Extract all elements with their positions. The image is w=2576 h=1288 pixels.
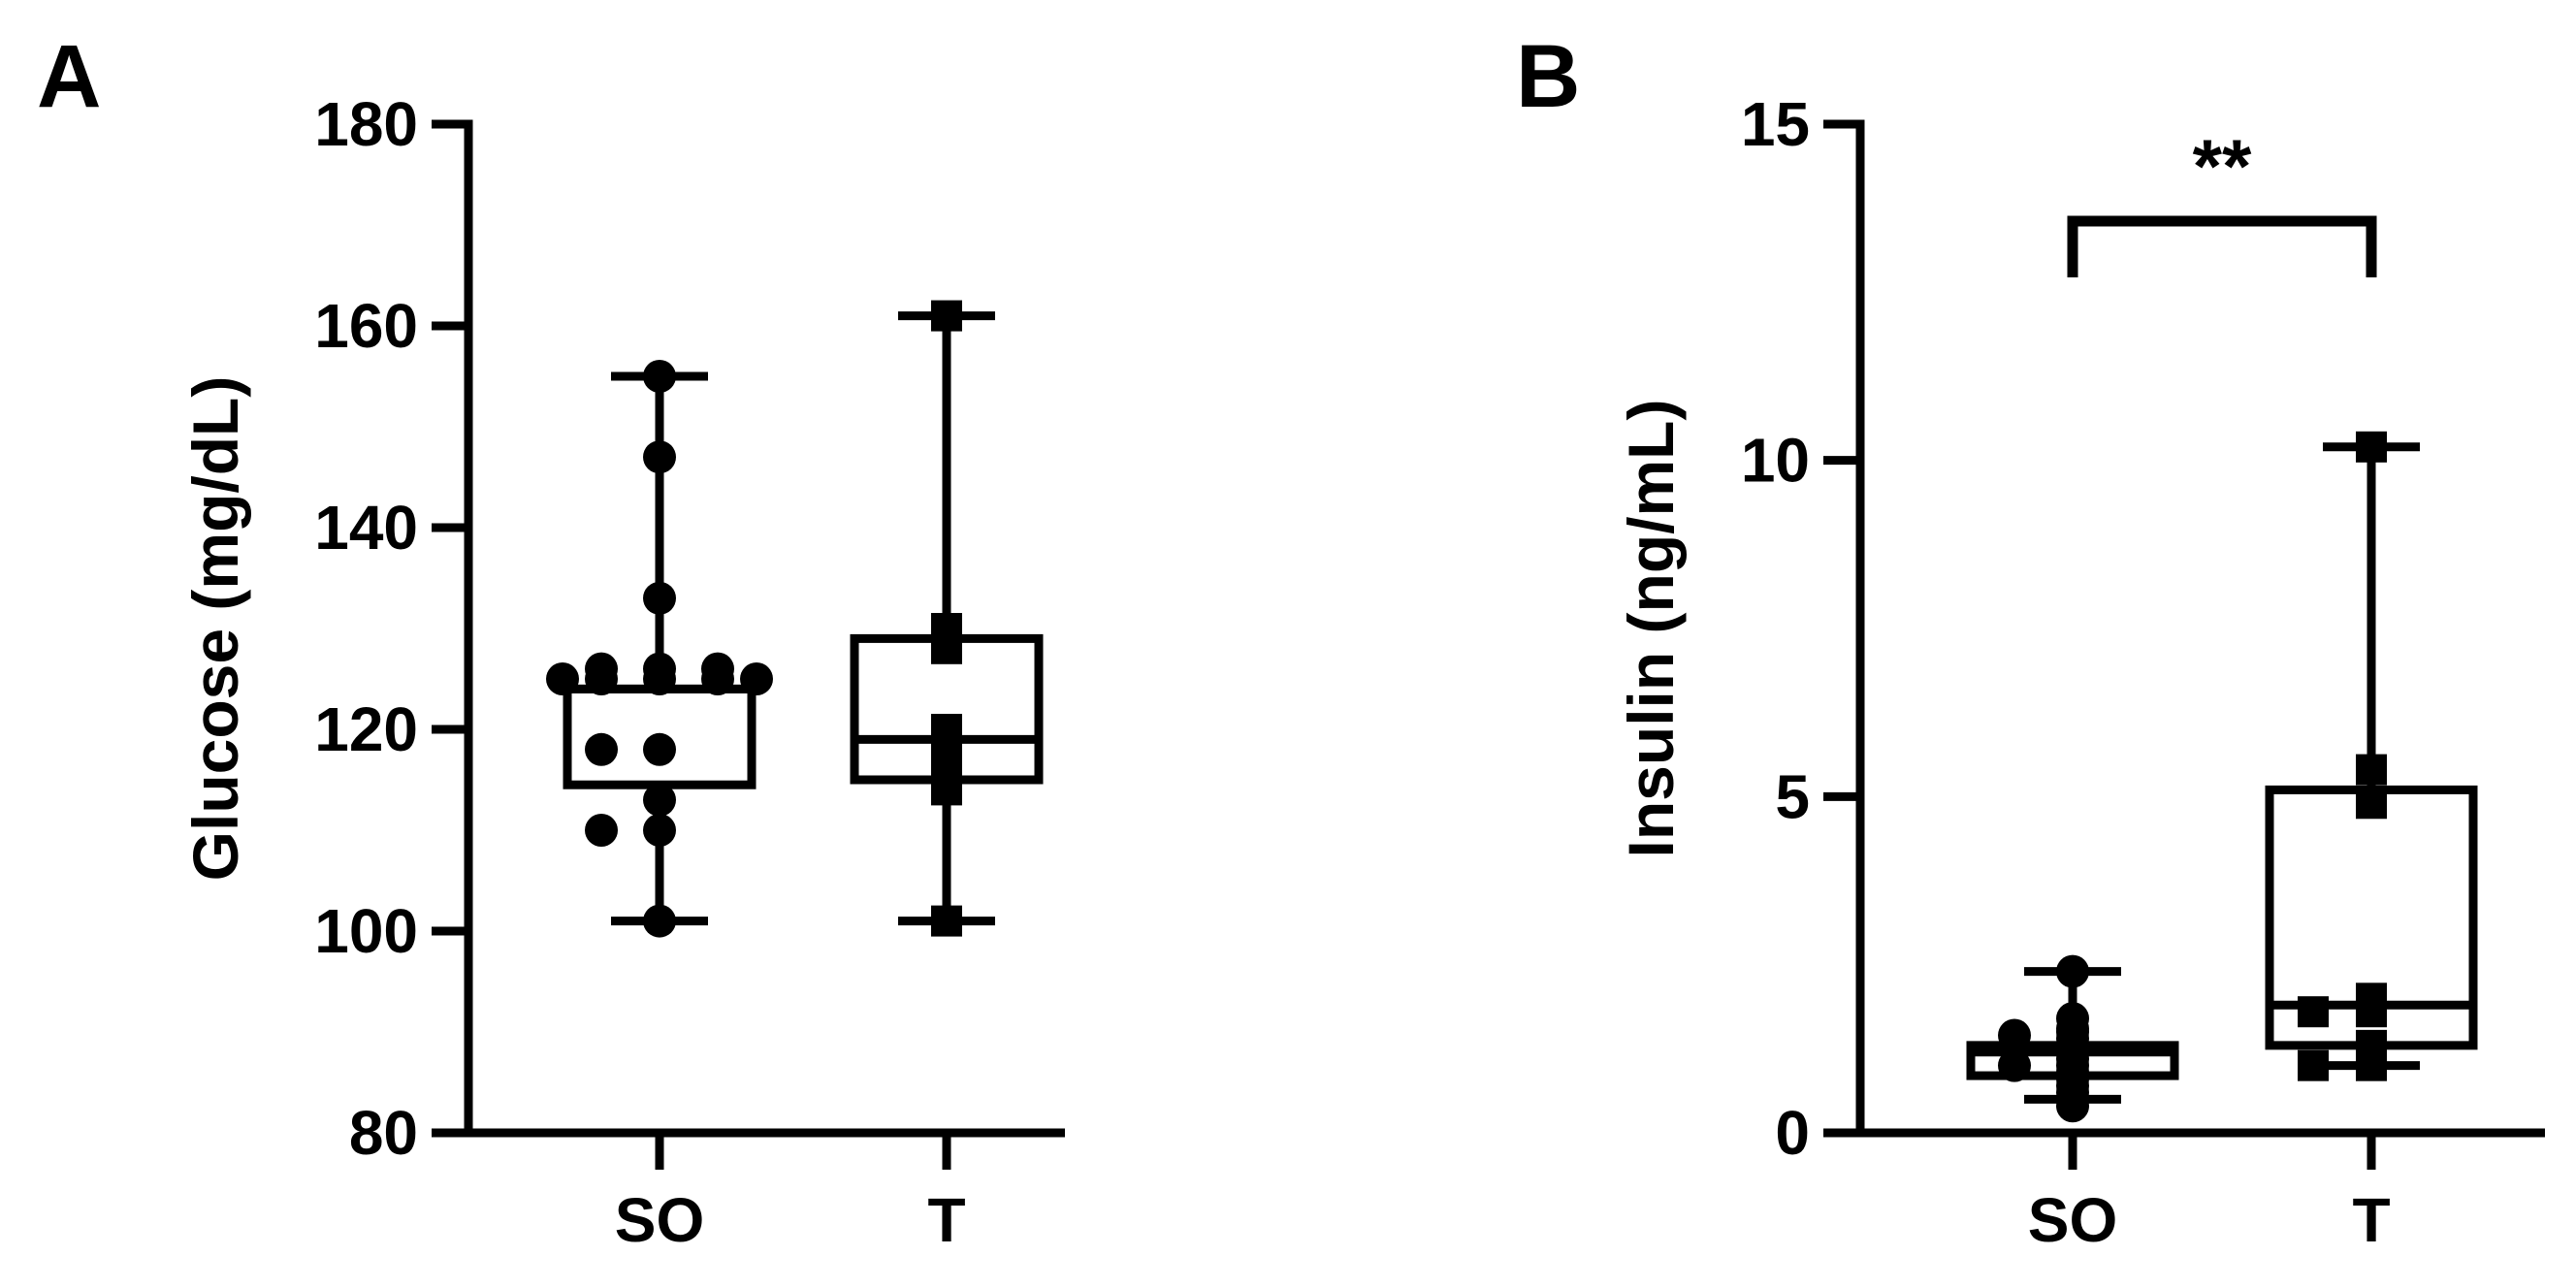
y-tick-label: 140 — [314, 493, 418, 563]
panel-letter: B — [1516, 27, 1580, 126]
data-point-circle — [1998, 1018, 2031, 1052]
data-point-circle — [643, 904, 676, 938]
data-point-circle — [643, 732, 676, 766]
data-point-circle — [643, 581, 676, 615]
data-point-circle — [585, 662, 618, 695]
data-point-circle — [2056, 1082, 2089, 1116]
significance-label: ** — [2193, 123, 2252, 209]
y-axis-title: Glucose (mg/dL) — [179, 376, 251, 882]
data-point-square — [931, 632, 962, 664]
data-point-square — [931, 764, 962, 795]
data-point-circle — [643, 360, 676, 393]
y-tick-label: 0 — [1775, 1098, 1810, 1168]
y-tick-label: 180 — [314, 89, 418, 159]
data-point-circle — [1998, 1048, 2031, 1082]
data-point-circle — [585, 814, 618, 847]
data-point-circle — [643, 783, 676, 817]
data-point-square — [2356, 996, 2387, 1028]
x-tick-label: SO — [615, 1185, 704, 1255]
data-point-square — [931, 300, 962, 332]
data-point-circle — [585, 732, 618, 766]
y-tick-label: 120 — [314, 694, 418, 764]
data-point-circle — [643, 814, 676, 847]
y-tick-label: 160 — [314, 291, 418, 361]
data-point-circle — [740, 662, 773, 695]
data-point-square — [2356, 1049, 2387, 1081]
data-point-circle — [643, 440, 676, 474]
data-point-square — [931, 724, 962, 756]
data-point-square — [2356, 788, 2387, 820]
data-point-square — [2356, 431, 2387, 463]
data-point-square — [2298, 1049, 2329, 1081]
data-point-square — [2356, 754, 2387, 786]
data-point-circle — [2056, 954, 2089, 988]
data-point-circle — [546, 662, 579, 695]
significance-bracket — [2067, 215, 2377, 277]
y-tick-label: 100 — [314, 896, 418, 966]
x-tick-label: T — [2352, 1185, 2390, 1255]
x-tick-label: SO — [2028, 1185, 2117, 1255]
y-tick-label: 5 — [1775, 761, 1810, 831]
data-point-circle — [643, 662, 676, 695]
data-point-square — [2298, 996, 2329, 1028]
y-tick-label: 10 — [1741, 426, 1810, 496]
x-tick-label: T — [927, 1185, 965, 1255]
panel-letter: A — [37, 27, 101, 126]
y-tick-label: 80 — [349, 1098, 418, 1168]
data-point-circle — [701, 652, 734, 686]
y-axis-title: Insulin (ng/mL) — [1615, 400, 1687, 858]
y-tick-label: 15 — [1741, 89, 1810, 159]
data-point-square — [931, 905, 962, 937]
